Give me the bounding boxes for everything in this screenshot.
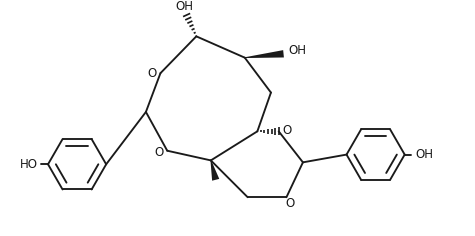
Polygon shape [210,160,219,181]
Polygon shape [245,50,284,58]
Text: O: O [285,197,295,210]
Text: HO: HO [19,158,38,171]
Text: OH: OH [176,0,194,13]
Text: OH: OH [415,148,433,161]
Text: O: O [283,124,292,137]
Text: O: O [147,67,156,80]
Text: O: O [154,146,163,159]
Text: OH: OH [288,44,306,57]
